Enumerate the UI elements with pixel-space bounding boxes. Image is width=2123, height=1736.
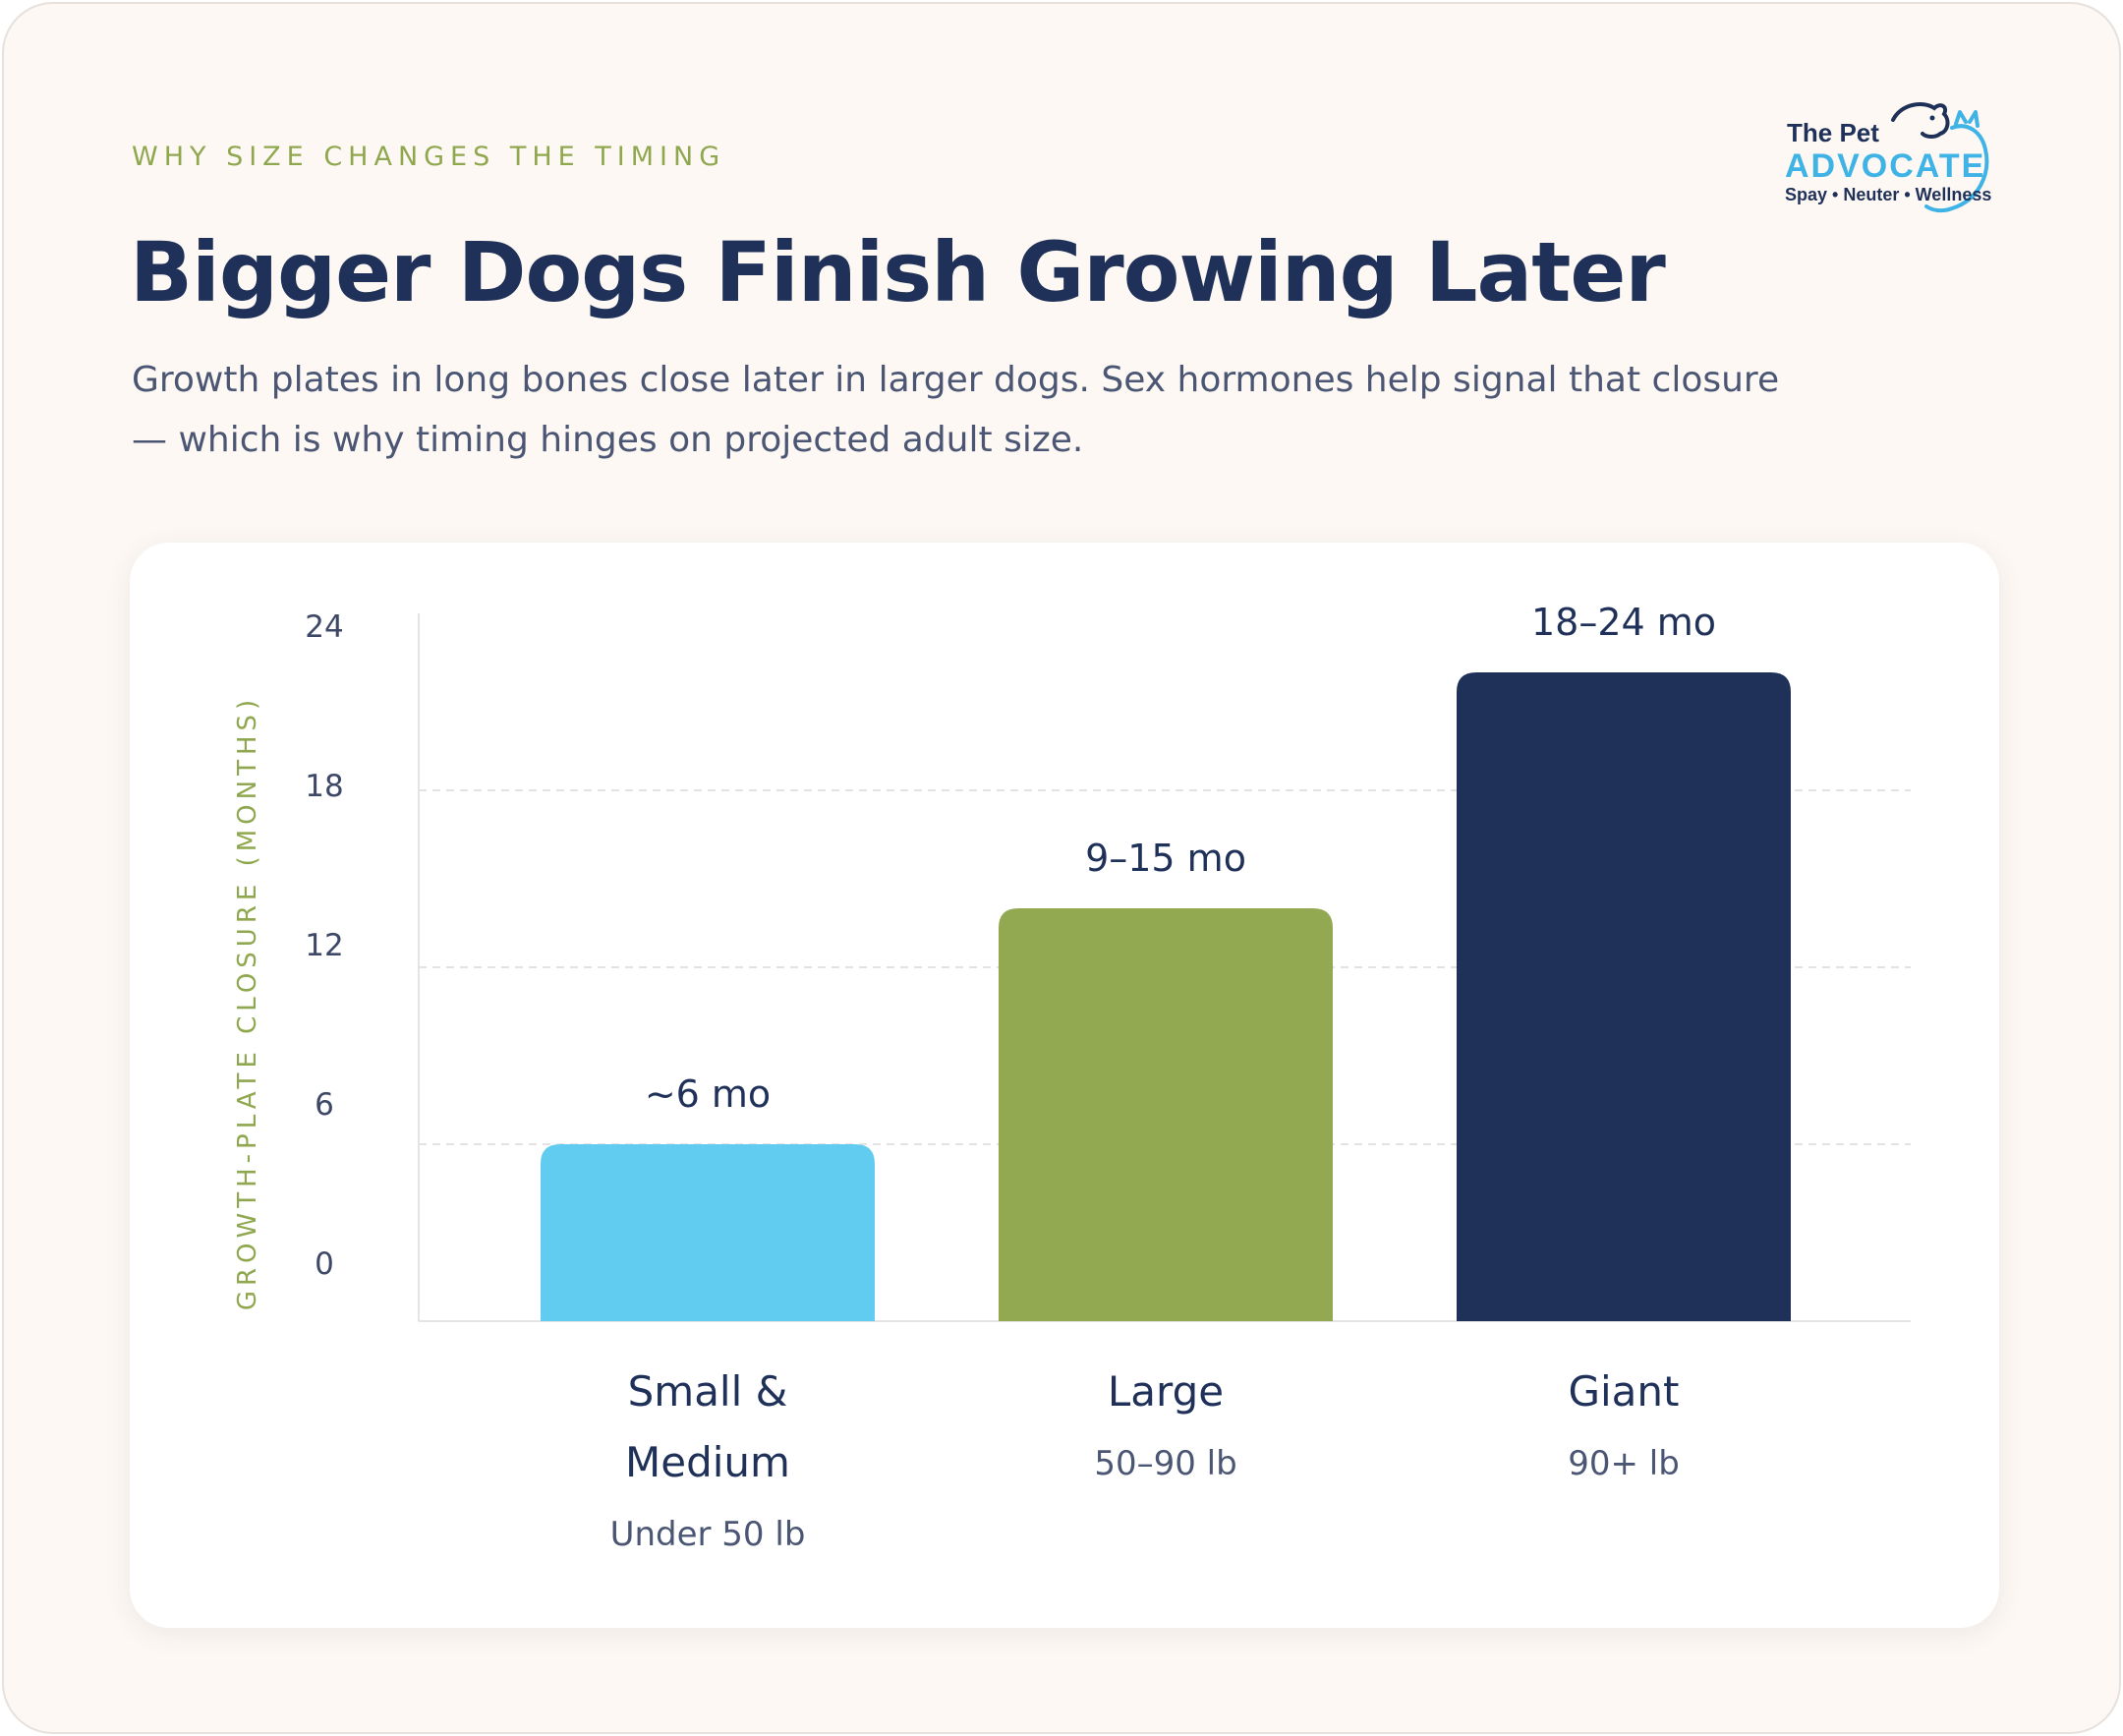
bar [999,908,1333,1321]
category-label: Large [1108,1367,1224,1416]
logo-tagline: Spay • Neuter • Wellness [1785,185,1992,204]
category-label: Medium [625,1438,790,1486]
y-tick-label: 0 [315,1246,334,1282]
subtitle: Growth plates in long bones close later … [132,360,1780,460]
y-tick-label: 24 [305,609,343,645]
dog-and-cat-icon [1891,102,1989,213]
bar-value-label: 9–15 mo [1085,837,1246,880]
category-label: Giant [1568,1367,1679,1416]
bar [541,1144,875,1321]
brand-logo: The Pet ADVOCATE Spay • Neuter • Wellnes… [1773,98,2009,226]
bar-value-label: ~6 mo [645,1072,771,1116]
category-sublabel: Under 50 lb [610,1515,806,1554]
bar-value-label: 18–24 mo [1531,601,1716,644]
bar [1457,672,1791,1321]
category-sublabel: 50–90 lb [1094,1444,1236,1483]
bar-chart: 0 6 12 18 24 GROWTH-PLATE CLOSURE (MONTHS) ~6 … [233,601,1911,1554]
logo-line-2: ADVOCATE [1785,147,1986,185]
y-axis-title: GROWTH-PLATE CLOSURE (MONTHS) [233,695,262,1310]
category-sublabel: 90+ lb [1568,1444,1680,1483]
y-tick-label: 18 [305,769,343,804]
y-tick-label: 6 [315,1087,334,1123]
logo-line-1: The Pet [1787,118,1879,147]
y-tick-label: 12 [305,928,343,963]
eyebrow-label: WHY SIZE CHANGES THE TIMING [132,142,726,172]
chart-panel: 0 6 12 18 24 GROWTH-PLATE CLOSURE (MONTHS) ~6 … [130,543,1999,1628]
category-label: Small & [628,1367,788,1416]
page-title: Bigger Dogs Finish Growing Later [130,224,1666,320]
